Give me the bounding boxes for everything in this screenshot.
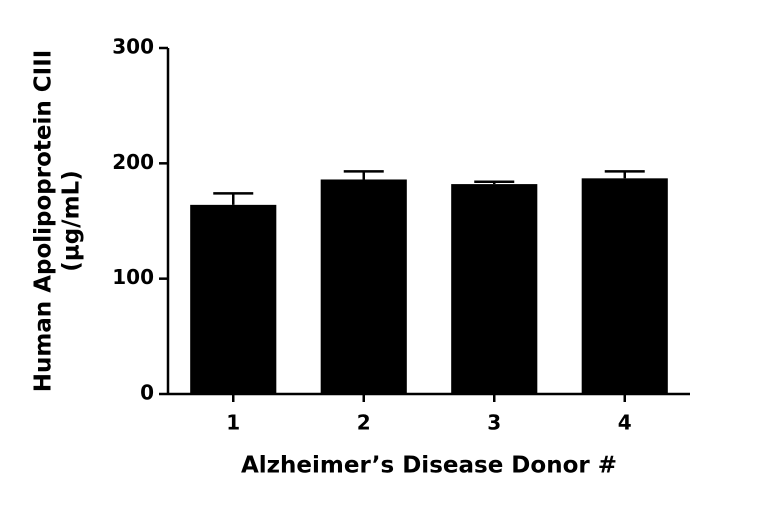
bar [581,178,668,394]
x-tick-label: 4 [618,411,632,435]
bar [451,184,538,394]
y-axis-title: Human Apolipoprotein CIII [31,50,57,393]
x-tick-label: 1 [226,411,240,435]
x-axis-title: Alzheimer’s Disease Donor # [241,453,617,479]
y-tick-label: 100 [112,265,154,289]
x-tick-label: 2 [357,411,371,435]
y-tick-label: 300 [112,35,154,59]
y-tick-label: 200 [112,150,154,174]
y-axis-title: (µg/mL) [59,170,85,271]
y-tick-label: 0 [140,381,154,405]
x-tick-label: 3 [487,411,501,435]
bar [320,179,407,394]
bar [190,204,277,394]
